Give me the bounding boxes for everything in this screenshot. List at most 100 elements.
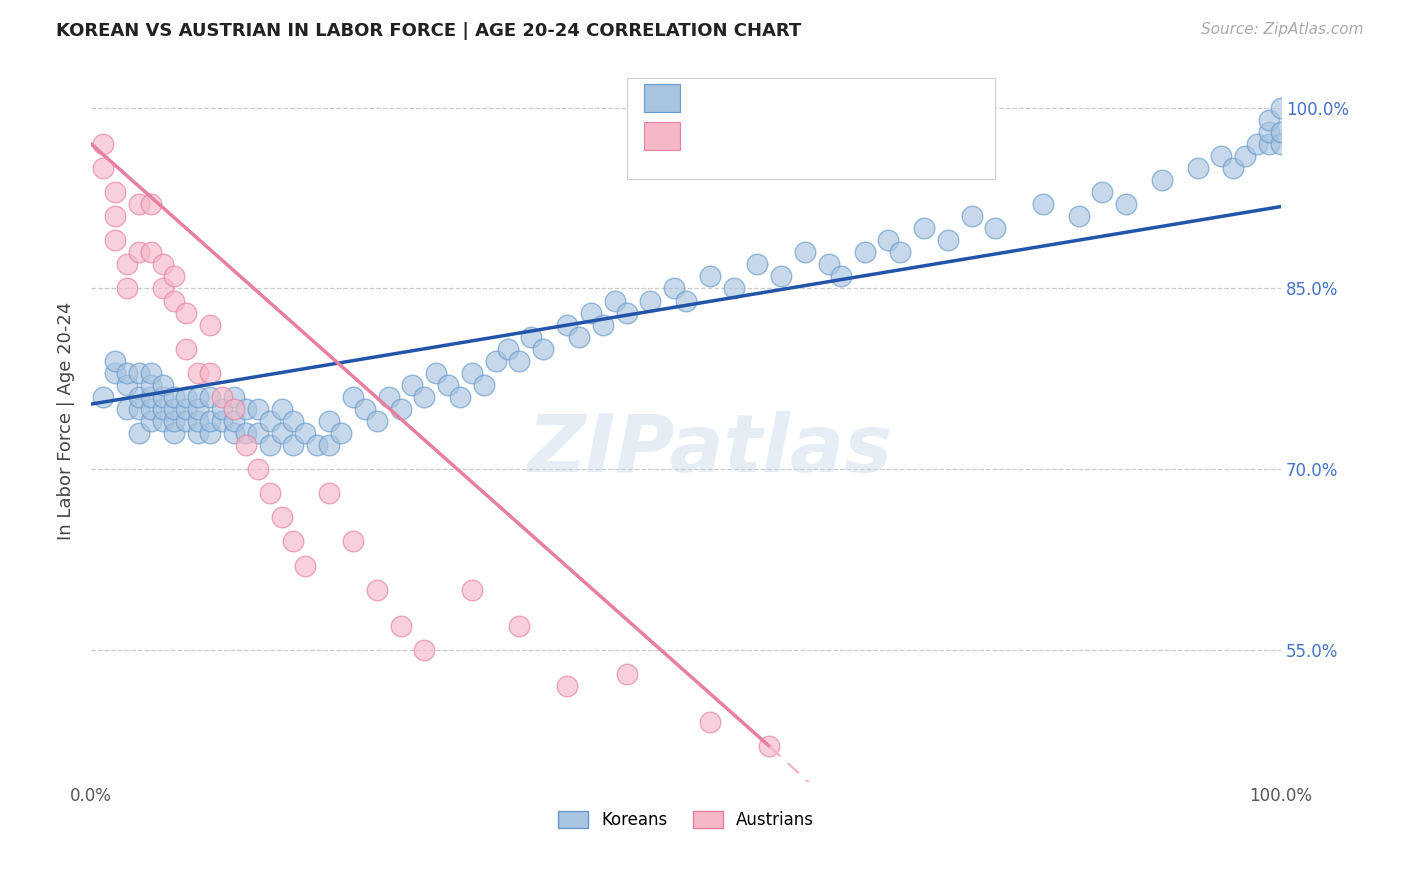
Point [115, 281, 138, 295]
Point [307, 438, 329, 452]
Point [936, 233, 959, 247]
Point [377, 390, 399, 404]
Point [104, 366, 127, 380]
Point [425, 366, 447, 380]
Point [413, 390, 436, 404]
Point [485, 353, 508, 368]
Point [984, 221, 1007, 235]
Point [817, 257, 839, 271]
Point [1187, 161, 1209, 175]
Point [115, 257, 138, 271]
Point [222, 401, 245, 416]
Point [104, 233, 127, 247]
Point [555, 679, 578, 693]
Point [246, 401, 269, 416]
Point [389, 619, 412, 633]
Point [235, 425, 257, 440]
Point [699, 715, 721, 730]
Point [163, 293, 186, 308]
Point [366, 414, 388, 428]
Point [1067, 209, 1090, 223]
Point [91, 161, 114, 175]
Point [318, 486, 340, 500]
Point [163, 401, 186, 416]
Point [1032, 197, 1054, 211]
Point [211, 401, 233, 416]
Point [472, 377, 495, 392]
Point [1234, 149, 1257, 163]
Point [139, 366, 162, 380]
Point [579, 305, 602, 319]
Point [139, 197, 162, 211]
Point [152, 377, 174, 392]
Point [294, 558, 316, 573]
Point [318, 414, 340, 428]
Point [128, 245, 150, 260]
Point [104, 353, 127, 368]
Point [198, 425, 221, 440]
Point [246, 425, 269, 440]
Point [616, 305, 638, 319]
Point [508, 619, 530, 633]
Point [283, 414, 305, 428]
Text: R =   0.361   N = 109: R = 0.361 N = 109 [697, 89, 891, 107]
Point [413, 643, 436, 657]
Point [115, 377, 138, 392]
Point [294, 425, 316, 440]
Point [662, 281, 685, 295]
Point [176, 342, 198, 356]
Point [152, 401, 174, 416]
Point [128, 390, 150, 404]
Point [770, 269, 793, 284]
Point [259, 414, 281, 428]
Text: ZIPatlas: ZIPatlas [527, 411, 893, 489]
Point [555, 318, 578, 332]
Text: R = -0.406   N =  39: R = -0.406 N = 39 [697, 128, 880, 145]
Point [198, 318, 221, 332]
Point [176, 390, 198, 404]
Point [794, 245, 817, 260]
Point [1270, 136, 1292, 151]
Point [1115, 197, 1137, 211]
FancyBboxPatch shape [644, 122, 681, 150]
Point [960, 209, 983, 223]
Point [318, 438, 340, 452]
Point [139, 414, 162, 428]
Point [603, 293, 626, 308]
Point [128, 366, 150, 380]
Point [139, 377, 162, 392]
Point [1270, 125, 1292, 139]
Point [152, 390, 174, 404]
Point [152, 257, 174, 271]
FancyBboxPatch shape [627, 78, 995, 179]
Point [211, 390, 233, 404]
Point [889, 245, 911, 260]
Point [830, 269, 852, 284]
Point [496, 342, 519, 356]
Point [235, 438, 257, 452]
Y-axis label: In Labor Force | Age 20-24: In Labor Force | Age 20-24 [58, 301, 75, 541]
Point [139, 390, 162, 404]
Point [163, 425, 186, 440]
Point [246, 462, 269, 476]
Point [222, 390, 245, 404]
Point [912, 221, 935, 235]
Point [508, 353, 530, 368]
Point [163, 414, 186, 428]
Point [1222, 161, 1244, 175]
Point [353, 401, 375, 416]
Point [389, 401, 412, 416]
Point [176, 305, 198, 319]
Point [758, 739, 780, 754]
Point [1211, 149, 1233, 163]
Point [152, 414, 174, 428]
Point [187, 366, 209, 380]
Point [128, 401, 150, 416]
Point [128, 425, 150, 440]
Point [1270, 101, 1292, 115]
Point [568, 329, 591, 343]
Point [330, 425, 353, 440]
Point [699, 269, 721, 284]
Point [675, 293, 697, 308]
Point [853, 245, 876, 260]
